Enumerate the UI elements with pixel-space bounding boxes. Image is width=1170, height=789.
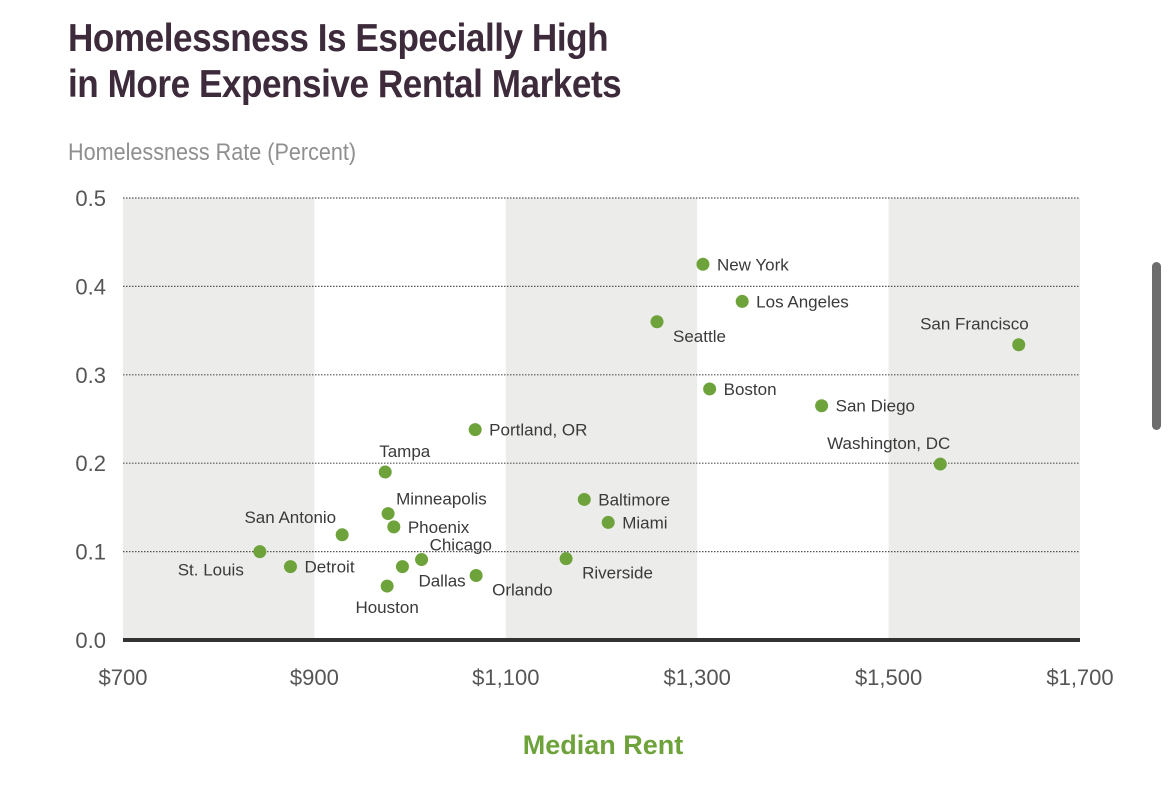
data-point (469, 568, 483, 582)
data-point (933, 457, 947, 471)
point-label: Tampa (379, 442, 431, 461)
x-tick-label: $900 (290, 665, 339, 690)
data-point (395, 560, 409, 574)
x-axis-label: Median Rent (523, 730, 684, 760)
data-point (703, 382, 717, 396)
x-tick-label: $1,300 (664, 665, 731, 690)
data-point (335, 528, 349, 542)
shaded-bands (123, 198, 1080, 640)
x-tick-label: $1,100 (472, 665, 539, 690)
data-point (601, 515, 615, 529)
point-label: Boston (724, 380, 777, 399)
point-label: Baltimore (598, 490, 670, 509)
chart-title-line-2: in More Expensive Rental Markets (68, 63, 622, 106)
data-point (387, 520, 401, 534)
point-label: San Francisco (920, 315, 1029, 334)
point-label: Seattle (673, 327, 726, 346)
data-point (577, 492, 591, 506)
point-label: Phoenix (408, 518, 470, 537)
data-point (1012, 338, 1026, 352)
data-points (253, 257, 1026, 593)
point-label: Orlando (492, 580, 552, 599)
shaded-band-3 (888, 198, 1080, 640)
point-label: Washington, DC (827, 434, 950, 453)
chart-title-line-1: Homelessness Is Especially High (68, 17, 609, 60)
data-point (650, 315, 664, 329)
point-labels: New York Los Angeles Seattle San Francisco B… (178, 255, 1029, 617)
y-tick-label: 0.2 (75, 451, 106, 476)
shaded-band-2 (505, 198, 698, 640)
point-label: San Antonio (244, 508, 336, 527)
data-point (380, 579, 394, 593)
shaded-band-1 (123, 198, 315, 640)
gridlines (123, 197, 1080, 642)
y-tick-label: 0.3 (75, 363, 106, 388)
chart-title: Homelessness Is Especially High in More … (68, 16, 622, 108)
x-tick-label: $1,700 (1046, 665, 1113, 690)
y-axis-label: Homelessness Rate (Percent) (68, 139, 357, 166)
data-point (735, 294, 749, 308)
y-tick-label: 0.4 (75, 274, 106, 299)
point-label: Los Angeles (756, 292, 849, 311)
point-label: Dallas (418, 572, 465, 591)
point-label: Houston (355, 598, 418, 617)
point-label: New York (717, 255, 789, 274)
point-label: Riverside (582, 564, 653, 583)
point-label: Detroit (304, 558, 354, 577)
data-point (378, 465, 392, 479)
x-tick-label: $1,500 (855, 665, 922, 690)
point-label: Portland, OR (489, 421, 587, 440)
data-point (696, 257, 710, 271)
data-point (283, 560, 297, 574)
data-point (815, 399, 829, 413)
y-tick-label: 0.0 (75, 628, 106, 653)
data-point (415, 553, 429, 567)
data-point (559, 552, 573, 566)
point-label: San Diego (836, 397, 915, 416)
data-point (468, 423, 482, 437)
x-axis-ticks: $700 $900 $1,100 $1,300 $1,500 $1,700 (99, 665, 1114, 690)
data-point (381, 507, 395, 521)
y-axis-ticks: 0.0 0.1 0.2 0.3 0.4 0.5 (75, 186, 106, 653)
y-tick-label: 0.5 (75, 186, 106, 211)
point-label: Minneapolis (396, 490, 487, 509)
point-label: St. Louis (178, 561, 244, 580)
scrollbar-thumb[interactable] (1152, 262, 1161, 430)
point-label: Miami (622, 513, 667, 532)
data-point (253, 545, 267, 559)
point-label: Chicago (430, 536, 492, 555)
y-tick-label: 0.1 (75, 540, 106, 565)
x-tick-label: $700 (99, 665, 148, 690)
